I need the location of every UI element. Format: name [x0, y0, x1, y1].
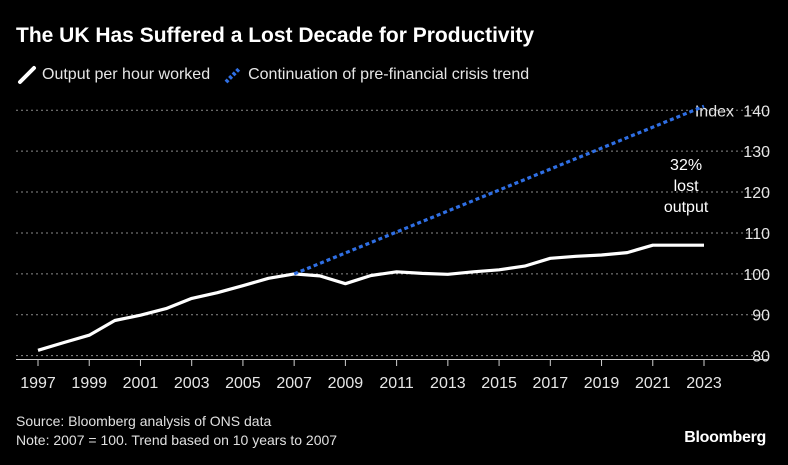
- x-tick-label-2019: 2019: [584, 375, 620, 392]
- source-note: Source: Bloomberg analysis of ONS data: [16, 413, 272, 429]
- legend-label-output: Output per hour worked: [42, 66, 211, 83]
- x-tick-label-2007: 2007: [276, 375, 312, 392]
- methodology-note: Note: 2007 = 100. Trend based on 10 year…: [16, 432, 338, 448]
- x-tick-label-2023: 2023: [686, 375, 722, 392]
- legend-label-trend: Continuation of pre-financial crisis tre…: [248, 66, 530, 83]
- y-tick-label-90: 90: [752, 308, 770, 325]
- y-tick-label-140: 140: [743, 103, 770, 120]
- y-tick-label-130: 130: [743, 144, 770, 161]
- annotation-line-1: lost: [674, 178, 699, 195]
- x-tick-label-2021: 2021: [635, 375, 671, 392]
- chart-plot: 80 90 100 110 120 130 140 Index 1997 1999 2001 2003…: [16, 103, 770, 392]
- y-tick-label-110: 110: [744, 226, 770, 243]
- y-unit-label: Index: [695, 103, 734, 120]
- y-tick-label-80: 80: [752, 349, 770, 366]
- x-tick-label-2005: 2005: [225, 375, 261, 392]
- series-line-trend: [293, 104, 705, 276]
- x-tick-label-2015: 2015: [481, 375, 517, 392]
- x-tick-label-2013: 2013: [430, 375, 466, 392]
- legend-item-output: Output per hour worked: [16, 64, 210, 86]
- annotation-line-2: output: [664, 199, 709, 216]
- series-line-output: [37, 243, 704, 352]
- x-tick-label-2003: 2003: [174, 375, 210, 392]
- legend-swatch-solid-icon: [18, 66, 36, 84]
- x-tick-label-2017: 2017: [533, 375, 569, 392]
- x-tick-label-2001: 2001: [123, 375, 159, 392]
- legend-item-trend: Continuation of pre-financial crisis tre…: [222, 64, 529, 86]
- y-tick-label-100: 100: [743, 267, 770, 284]
- x-tick-label-2011: 2011: [379, 375, 414, 392]
- annotation-line-0: 32%: [670, 157, 702, 174]
- chart-footer: Source: Bloomberg analysis of ONS data N…: [16, 412, 337, 450]
- legend-swatch-dotted-icon: [224, 66, 242, 84]
- brand-logo: Bloomberg: [684, 429, 766, 446]
- chart-legend: Output per hour worked Continuation of p…: [16, 64, 541, 86]
- x-tick-label-1997: 1997: [20, 375, 56, 392]
- x-tick-label-1999: 1999: [71, 375, 107, 392]
- x-tick-label-2009: 2009: [328, 375, 364, 392]
- y-tick-label-120: 120: [743, 185, 770, 202]
- chart-title: The UK Has Suffered a Lost Decade for Pr…: [16, 24, 535, 47]
